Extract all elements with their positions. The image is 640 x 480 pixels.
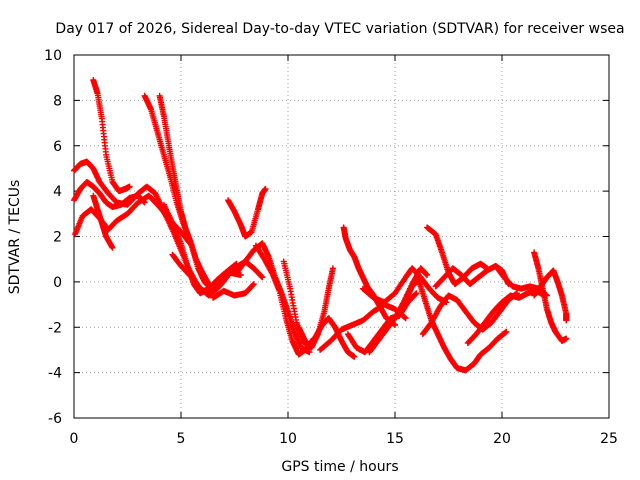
- y-tick-label: -6: [48, 411, 62, 427]
- data-point: [563, 335, 570, 342]
- y-tick-label: 6: [53, 139, 62, 155]
- data-point: [424, 272, 431, 279]
- series-track-4: [90, 77, 133, 195]
- series-track-19: [359, 265, 450, 306]
- data-point: [402, 315, 409, 322]
- chart-title: Day 017 of 2026, Sidereal Day-to-day VTE…: [55, 21, 624, 37]
- data-point: [237, 272, 244, 279]
- y-tick-labels: -6 -4 -2 0 2 4 6 8 10: [44, 48, 62, 427]
- data-point: [329, 265, 336, 272]
- y-tick-label: 10: [44, 48, 62, 64]
- x-tick-label: 15: [386, 431, 404, 447]
- data-point: [401, 314, 408, 321]
- series-track-5: [90, 192, 116, 251]
- y-tick-label: 2: [53, 230, 62, 246]
- series-track-21: [396, 276, 510, 374]
- y-tick-label: 4: [53, 184, 62, 200]
- data-point: [259, 274, 266, 281]
- data-point: [126, 183, 133, 190]
- x-tick-label: 20: [493, 431, 511, 447]
- data-point: [262, 185, 269, 192]
- series-track-15: [295, 265, 336, 351]
- series-track-10: [225, 185, 269, 240]
- data-point: [503, 328, 510, 335]
- series-track-28: [531, 267, 570, 324]
- x-tick-label: 5: [177, 431, 186, 447]
- series-track-27: [531, 249, 570, 344]
- series-track-13: [210, 281, 257, 301]
- data-points: [71, 77, 570, 374]
- data-point: [563, 317, 570, 324]
- y-tick-label: -4: [48, 366, 62, 382]
- x-tick-labels: 0 5 10 15 20 25: [70, 431, 618, 447]
- data-point: [351, 353, 358, 360]
- data-point: [250, 281, 256, 288]
- y-tick-label: 8: [53, 93, 62, 109]
- x-tick-label: 25: [600, 431, 618, 447]
- data-point: [413, 290, 420, 297]
- data-point: [250, 281, 257, 288]
- y-tick-label: -2: [48, 320, 62, 336]
- series-track-8: [160, 201, 240, 297]
- x-tick-label: 10: [279, 431, 297, 447]
- y-axis-label: SDTVAR / TECUs: [7, 180, 23, 295]
- grid: [74, 55, 609, 418]
- y-tick-label: 0: [53, 275, 62, 291]
- x-tick-label: 0: [70, 431, 79, 447]
- data-point: [109, 244, 116, 251]
- x-axis-label: GPS time / hours: [281, 459, 398, 475]
